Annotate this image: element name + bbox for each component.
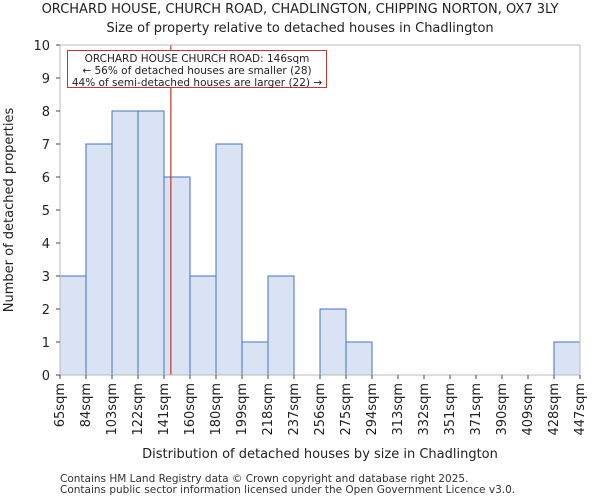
chart-title: ORCHARD HOUSE, CHURCH ROAD, CHADLINGTON,… [41,2,559,17]
x-tick-label: 237sqm [287,383,302,436]
x-tick-label: 332sqm [417,383,432,436]
bar-103sqm [111,110,139,376]
x-ticks: 65sqm 84sqm 103sqm 122sqm 141sqm 160sqm 180sqm… [53,375,588,436]
x-tick-label: 313sqm [391,383,406,436]
annotation-line-3: 44% of semi-detached houses are larger (… [71,77,323,89]
footer-line-1: Contains HM Land Registry data © Crown c… [60,473,469,485]
bar-180sqm [215,143,243,376]
bar-428sqm [553,341,581,376]
bar-275sqm [345,341,373,376]
x-tick-label: 122sqm [131,383,146,436]
bar-65sqm [59,275,87,376]
x-tick-label: 351sqm [443,383,458,436]
y-tick-label: 10 [33,39,50,54]
x-tick-label: 390sqm [495,383,510,436]
x-tick-label: 180sqm [209,383,224,436]
property-annotation: ORCHARD HOUSE CHURCH ROAD: 146sqm ← 56% … [67,50,327,89]
bar-141sqm [163,176,191,376]
y-tick-label: 8 [42,105,50,120]
bar-256sqm [319,308,347,376]
y-axis-label: Number of detached properties [2,108,17,313]
bars-group [59,110,581,376]
x-tick-label: 84sqm [79,383,94,427]
bar-218sqm [267,275,295,376]
x-tick-label: 218sqm [261,383,276,436]
x-tick-label: 447sqm [573,383,588,436]
x-tick-label: 65sqm [53,383,68,427]
x-tick-label: 103sqm [105,383,120,436]
y-tick-label: 7 [42,138,50,153]
bar-122sqm [137,110,165,376]
bar-199sqm [241,341,269,376]
y-tick-label: 2 [42,303,50,318]
y-ticks: 0 1 2 3 4 5 6 7 8 9 10 [33,39,60,384]
x-tick-label: 275sqm [339,383,354,436]
x-tick-label: 141sqm [157,383,172,436]
annotation-line-2: ← 56% of detached houses are smaller (28… [82,65,312,77]
footer-line-2: Contains public sector information licen… [60,484,516,496]
y-tick-label: 0 [42,369,50,384]
y-tick-label: 1 [42,336,50,351]
y-tick-label: 5 [42,204,50,219]
x-tick-label: 256sqm [313,383,328,436]
y-tick-label: 3 [42,270,50,285]
x-axis-label: Distribution of detached houses by size … [142,447,498,462]
x-tick-label: 294sqm [365,383,380,436]
bar-84sqm [85,143,113,376]
x-tick-label: 409sqm [521,383,536,436]
chart-subtitle: Size of property relative to detached ho… [106,21,494,36]
y-tick-label: 9 [42,72,50,87]
y-tick-label: 6 [42,171,50,186]
annotation-line-1: ORCHARD HOUSE CHURCH ROAD: 146sqm [84,53,310,65]
x-tick-label: 371sqm [469,383,484,436]
x-tick-label: 199sqm [235,383,250,436]
y-tick-label: 4 [42,237,50,252]
x-tick-label: 160sqm [183,383,198,436]
x-tick-label: 428sqm [547,383,562,436]
bar-160sqm [189,275,217,376]
